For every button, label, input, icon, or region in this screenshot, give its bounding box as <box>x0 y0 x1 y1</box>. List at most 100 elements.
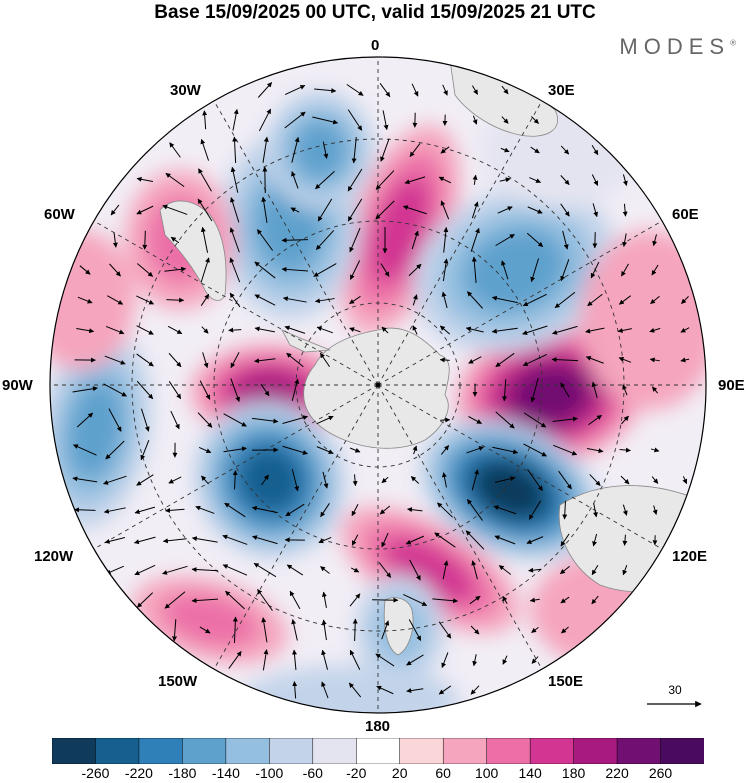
colorbar-tick-label: -100 <box>255 765 284 781</box>
wind-vector <box>104 355 126 365</box>
wind-vector <box>649 357 660 363</box>
wind-vector <box>72 476 98 483</box>
wind-vector <box>103 507 126 514</box>
wind-vector <box>172 619 178 642</box>
wind-vector <box>164 591 186 609</box>
wind-vector <box>651 264 659 276</box>
wind-vector <box>349 593 361 607</box>
colorbar-tick-label: -60 <box>302 765 323 781</box>
wind-vector <box>406 654 424 666</box>
lon-label-30w: 30W <box>170 82 201 99</box>
wind-vector <box>289 590 301 610</box>
wind-vector <box>492 446 519 455</box>
wind-vector <box>622 384 628 396</box>
wind-vector <box>495 411 515 429</box>
wind-vector <box>622 565 628 576</box>
wind-vector <box>440 146 450 154</box>
wind-vector <box>403 593 428 607</box>
wind-vector <box>491 295 518 304</box>
wind-vector <box>471 469 480 491</box>
wind-vector <box>491 327 518 334</box>
wind-vector <box>682 476 688 485</box>
colorbar-tick-label: 180 <box>561 765 586 781</box>
meridian-line <box>212 98 379 386</box>
wind-vector <box>588 414 602 426</box>
wind-vector <box>228 650 242 669</box>
wind-vector <box>405 535 425 545</box>
colorbar-segment <box>616 738 662 764</box>
wind-vector <box>622 504 628 516</box>
wind-vector <box>380 263 390 277</box>
wind-vector <box>412 325 418 335</box>
wind-vector <box>167 325 183 335</box>
wind-vector <box>375 653 395 667</box>
wind-vector <box>316 326 334 334</box>
colorbar-segment <box>486 738 531 764</box>
wind-vector <box>133 536 156 545</box>
wind-vector <box>291 136 300 163</box>
wind-vector <box>497 206 513 214</box>
south-pole-marker <box>375 382 381 388</box>
wind-vector <box>317 198 333 222</box>
wind-vector <box>284 85 306 95</box>
wind-vector <box>411 83 419 97</box>
lon-label-120w: 120W <box>34 548 74 565</box>
wind-vector <box>531 116 539 124</box>
wind-vector <box>108 408 122 432</box>
wind-vector <box>347 198 363 222</box>
wind-vector <box>191 598 219 604</box>
wind-vector <box>320 503 330 518</box>
wind-vector <box>468 416 482 424</box>
wind-vector <box>530 258 540 283</box>
wind-vector <box>650 447 660 453</box>
wind-vector <box>258 108 272 132</box>
wind-vector <box>442 84 448 96</box>
wind-vector <box>409 559 421 581</box>
brand-mark: ® <box>730 38 736 48</box>
wind-vector <box>470 227 480 252</box>
wind-vector <box>318 536 332 544</box>
colorbar-tick-label: 60 <box>435 765 451 781</box>
wind-vector <box>404 176 426 185</box>
wind-vector <box>136 176 154 183</box>
wind-vector <box>527 469 543 492</box>
wind-vector <box>312 116 339 125</box>
lon-label-150w: 150W <box>158 673 198 690</box>
anomaly-contour <box>292 120 348 180</box>
wind-vector <box>407 507 423 513</box>
wind-vector <box>230 197 240 223</box>
wind-vector <box>526 536 544 544</box>
wind-vector <box>348 682 362 698</box>
wind-vector <box>349 447 361 453</box>
wind-vector <box>502 595 508 604</box>
wind-vector <box>136 353 154 367</box>
anomaly-contour <box>476 463 544 517</box>
wind-vector <box>591 174 599 186</box>
wind-vector <box>406 688 424 694</box>
wind-vector <box>168 476 182 484</box>
lon-label-60e: 60E <box>672 206 699 223</box>
lon-label-180: 180 <box>365 718 391 735</box>
wind-vector <box>531 626 539 634</box>
wind-vector <box>652 505 658 516</box>
wind-vector <box>376 685 394 695</box>
wind-vector <box>498 565 512 575</box>
anomaly-contour <box>580 230 706 410</box>
wind-vector <box>197 198 213 222</box>
reference-vector-arrow <box>647 700 702 708</box>
colorbar-tick-label: -140 <box>211 765 240 781</box>
wind-vector <box>618 356 632 363</box>
wind-vector <box>76 412 94 428</box>
wind-vector <box>441 652 449 668</box>
wind-vector <box>140 408 150 432</box>
wind-vector <box>527 206 543 214</box>
wind-vector <box>470 685 480 695</box>
lon-label-90e: 90E <box>718 377 745 394</box>
wind-vector <box>443 226 449 253</box>
wind-vector <box>291 649 297 671</box>
wind-vector <box>650 295 660 305</box>
wind-vector <box>434 532 456 548</box>
anomaly-contour <box>385 538 475 602</box>
wind-vector <box>375 170 395 190</box>
wind-vector <box>465 530 485 550</box>
